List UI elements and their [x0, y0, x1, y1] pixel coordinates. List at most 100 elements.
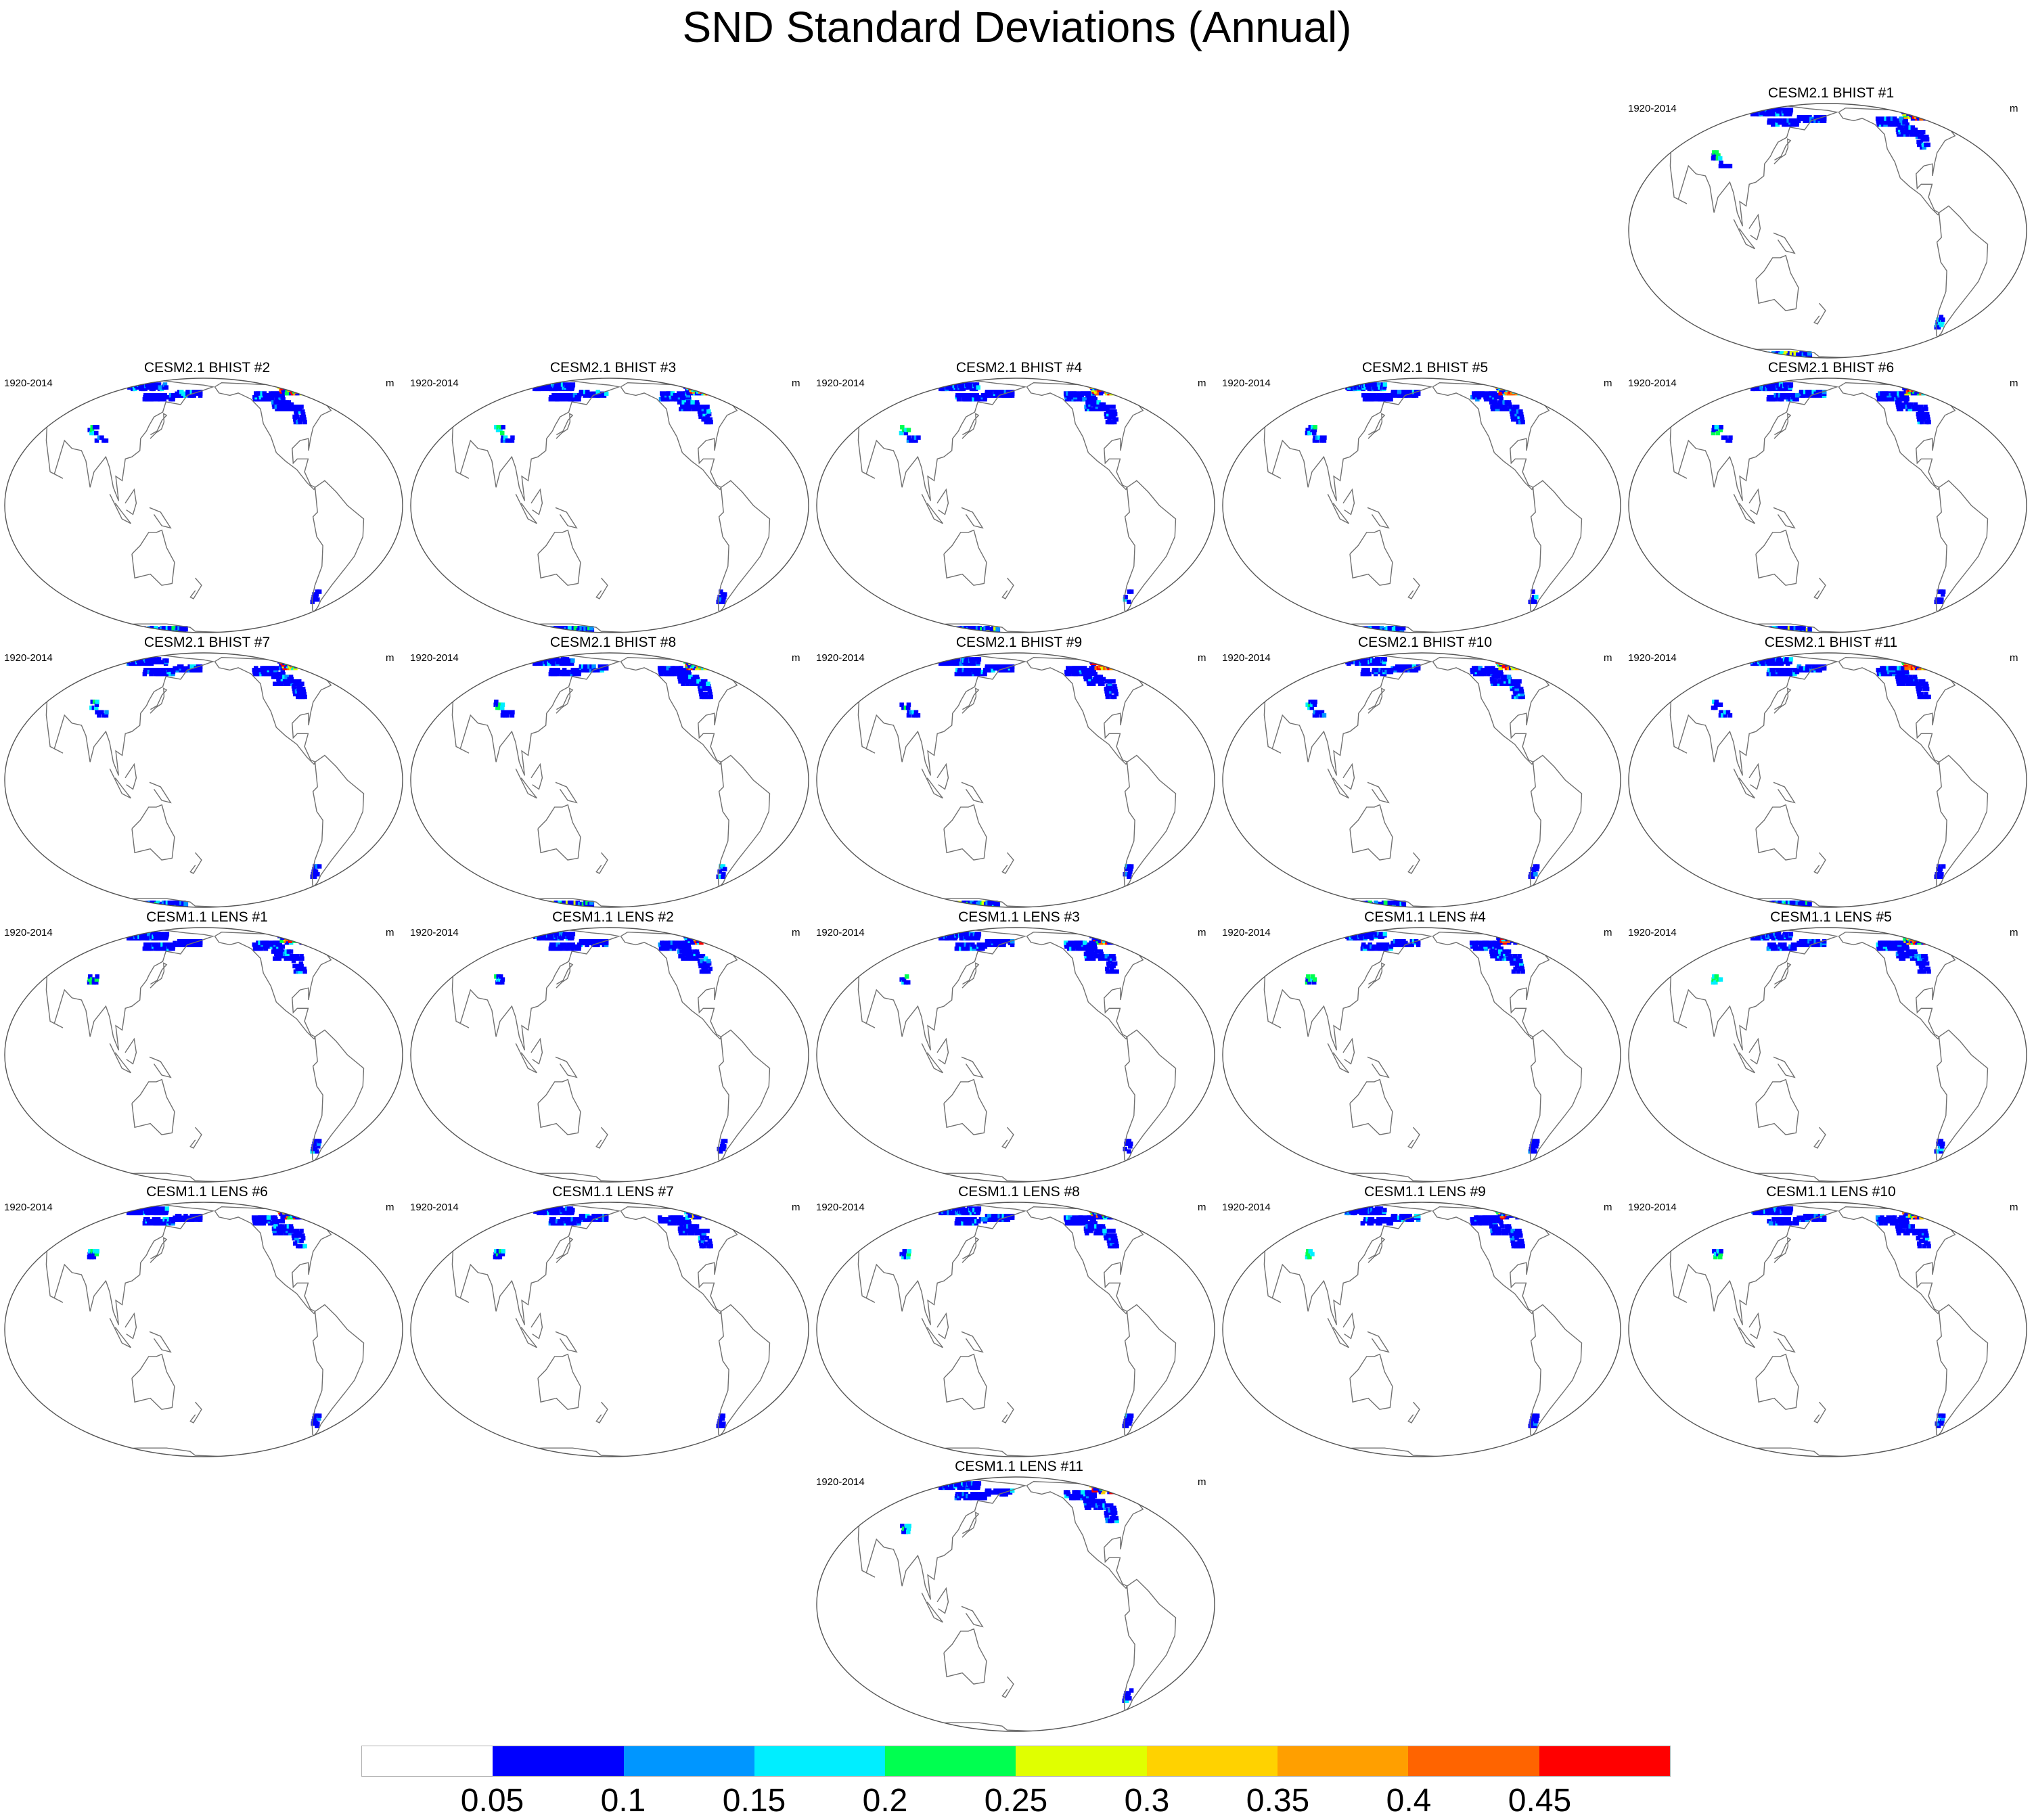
snow-variability-cell — [1116, 899, 1121, 904]
snow-variability-cell — [734, 626, 739, 631]
snow-variability-cell — [1326, 629, 1330, 634]
snow-variability-cell — [677, 902, 682, 907]
snow-variability-cell — [294, 388, 298, 392]
snow-variability-cell — [1938, 350, 1943, 355]
snow-variability-cell — [952, 904, 957, 909]
snow-variability-cell — [288, 656, 292, 661]
coastline — [1519, 377, 1550, 393]
snow-variability-cell — [299, 386, 304, 391]
snow-variability-cell — [539, 903, 544, 908]
snow-variability-cell — [1503, 658, 1508, 662]
snow-variability-cell — [1502, 656, 1507, 661]
snow-variability-cell — [1504, 656, 1508, 661]
snow-variability-cell — [62, 626, 66, 631]
snow-variability-cell — [556, 904, 560, 909]
snow-variability-cell — [930, 903, 934, 908]
snow-variability-cell — [943, 629, 948, 633]
snow-variability-cell — [894, 899, 899, 904]
snow-variability-cell — [133, 629, 138, 633]
snow-variability-cell — [1090, 903, 1095, 907]
coastline — [1814, 303, 1826, 324]
snow-variability-cell — [699, 383, 704, 388]
snow-variability-cell — [1949, 351, 1953, 356]
map-outline — [411, 378, 809, 633]
snow-variability-cell — [1106, 388, 1110, 392]
snow-variability-cell — [66, 624, 71, 629]
panel-units-label: m — [792, 652, 800, 664]
snow-variability-cell — [1740, 352, 1744, 357]
snow-variability-cell — [1303, 627, 1307, 631]
snow-variability-cell — [1537, 626, 1541, 631]
snow-variability-cell — [1750, 352, 1755, 357]
snow-variability-cell — [1317, 629, 1321, 633]
snow-variability-cell — [1114, 626, 1119, 631]
snow-variability-cell — [284, 659, 288, 664]
coastline — [707, 652, 738, 668]
snow-variability-cell — [1119, 627, 1124, 631]
snow-variability-cell — [1946, 350, 1951, 355]
snow-variability-cell — [276, 901, 281, 905]
snow-variability-cell — [1753, 354, 1758, 359]
coastline — [556, 688, 572, 713]
snow-variability-cell — [532, 629, 537, 633]
snow-variability-cell — [269, 901, 273, 905]
snow-variability-cell — [1745, 629, 1750, 634]
snow-variability-cell — [899, 626, 904, 631]
snow-variability-cell — [1742, 352, 1746, 357]
snow-variability-cell — [60, 901, 64, 906]
snow-variability-cell — [1139, 627, 1144, 631]
snow-variability-cell — [1932, 624, 1937, 629]
snow-variability-cell — [1299, 626, 1304, 631]
snow-variability-cell — [507, 629, 512, 633]
snow-variability-cell — [690, 382, 695, 386]
snow-variability-cell — [1920, 110, 1924, 114]
snow-variability-cell — [878, 624, 883, 629]
snow-variability-cell — [125, 627, 129, 632]
snow-variability-cell — [298, 389, 303, 394]
snow-variability-cell — [1101, 658, 1106, 662]
snow-variability-cell — [265, 903, 270, 907]
snow-variability-cell — [497, 901, 501, 906]
snow-variability-cell — [1690, 350, 1695, 355]
snow-variability-cell — [902, 899, 907, 904]
snow-variability-cell — [1127, 626, 1131, 631]
snow-variability-cell — [183, 902, 188, 907]
snow-variability-cell — [537, 627, 541, 632]
snow-variability-cell — [271, 903, 275, 907]
snow-variability-cell — [1702, 624, 1707, 629]
snow-variability-cell — [1280, 626, 1284, 631]
snow-variability-cell — [300, 662, 304, 667]
snow-variability-cell — [114, 629, 118, 634]
snow-variability-cell — [1091, 383, 1095, 388]
snow-variability-cell — [1924, 626, 1929, 631]
snow-variability-cell — [302, 624, 307, 629]
snow-variability-cell — [281, 670, 286, 675]
snow-variability-cell — [1714, 350, 1719, 355]
snow-variability-cell — [1097, 658, 1102, 662]
snow-variability-cell — [543, 902, 547, 907]
snow-variability-cell — [1719, 425, 1723, 430]
snow-variability-cell — [505, 903, 510, 908]
snow-variability-cell — [534, 629, 539, 633]
snow-variability-cell — [297, 383, 302, 388]
snow-variability-cell — [694, 382, 698, 386]
snow-variability-cell — [723, 626, 727, 631]
snow-variability-cell — [115, 904, 120, 909]
snow-variability-cell — [1085, 626, 1089, 631]
snow-variability-cell — [889, 901, 894, 906]
snow-variability-cell — [543, 901, 548, 906]
snow-variability-cell — [1920, 384, 1924, 389]
snow-variability-cell — [1338, 629, 1342, 633]
snow-variability-cell — [1547, 627, 1552, 631]
snow-variability-cell — [281, 658, 286, 662]
snow-variability-cell — [1493, 626, 1497, 631]
snow-variability-cell — [1547, 624, 1552, 629]
snow-variability-cell — [100, 904, 105, 909]
snow-variability-cell — [1761, 352, 1765, 357]
snow-variability-cell — [888, 899, 892, 904]
snow-variability-cell — [706, 389, 711, 394]
snow-variability-cell — [89, 626, 94, 631]
snow-variability-cell — [541, 903, 546, 908]
snow-variability-cell — [476, 624, 480, 629]
snow-variability-cell — [1137, 901, 1142, 905]
